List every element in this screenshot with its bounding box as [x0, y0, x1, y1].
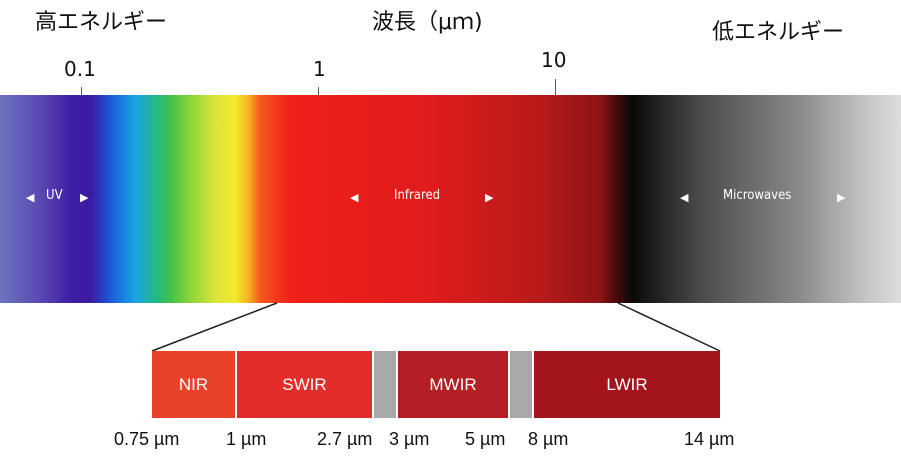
boundary-label: 14 µm	[684, 429, 735, 449]
scale-tick-mark	[81, 87, 82, 95]
scale-tick-1: 1	[313, 57, 326, 81]
band-label-microwaves: Microwaves	[723, 188, 792, 203]
arrow-right-icon: ▶	[837, 191, 846, 204]
segment-nir: NIR	[152, 351, 235, 418]
scale-tick-0-1: 0.1	[64, 57, 96, 81]
segment-mwir: MWIR	[398, 351, 508, 418]
segment-label-nir: NIR	[178, 374, 209, 394]
boundary-label: 0.75 µm	[114, 429, 180, 449]
boundary-label: 1 µm	[226, 429, 267, 449]
zoom-line-left	[151, 302, 278, 352]
zoom-line-right	[617, 302, 721, 352]
scale-tick-mark	[555, 79, 556, 95]
scale-tick-10: 10	[541, 48, 567, 72]
high-energy-label: 高エネルギー	[35, 10, 168, 35]
segment-label-swir: SWIR	[282, 374, 327, 394]
arrow-left-icon: ◀	[680, 191, 689, 204]
low-energy-label: 低エネルギー	[712, 20, 845, 45]
boundary-label: 2.7 µm	[317, 429, 373, 449]
boundary-label: 8 µm	[528, 429, 569, 449]
segment-lwir: LWIR	[534, 351, 720, 418]
segment-label-mwir: MWIR	[429, 374, 477, 394]
segment-swir: SWIR	[237, 351, 372, 418]
scale-tick-mark	[318, 87, 319, 95]
arrow-right-icon: ▶	[80, 191, 89, 204]
band-label-infrared: Infrared	[394, 188, 441, 203]
boundary-label: 5 µm	[465, 429, 506, 449]
band-label-uv: UV	[46, 188, 63, 203]
wavelength-axis-title: 波長（μｍ)	[372, 10, 483, 35]
arrow-right-icon: ▶	[485, 191, 494, 204]
arrow-left-icon: ◀	[26, 191, 35, 204]
segment-gap	[374, 351, 396, 418]
segment-gap	[510, 351, 532, 418]
spectrum-bar: ◀ UV ▶ ◀ Infrared ▶ ◀ Microwaves ▶	[0, 95, 901, 303]
boundary-label: 3 µm	[389, 429, 430, 449]
arrow-left-icon: ◀	[350, 191, 359, 204]
segment-label-lwir: LWIR	[606, 374, 648, 394]
